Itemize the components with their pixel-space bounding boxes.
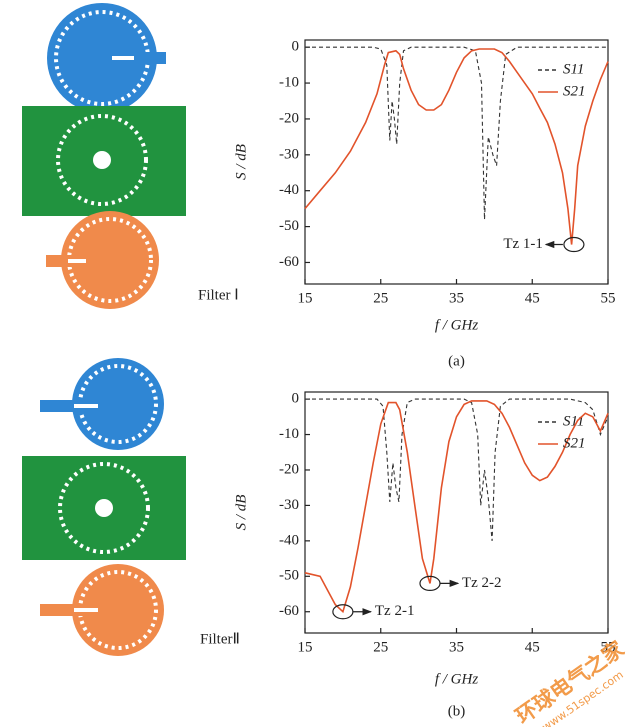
y-tick-label: -10 (279, 426, 299, 442)
annotation-text: Tz 2-2 (462, 575, 502, 591)
annotation-ring (563, 236, 585, 253)
annotation-text: Tz 1-1 (503, 236, 543, 252)
x-tick-label: 25 (373, 290, 388, 306)
y-tick-label: -50 (279, 568, 299, 584)
legend-label: S21 (563, 83, 586, 99)
diagram-label: FilterⅡ (200, 631, 240, 647)
y-tick-label: -20 (279, 110, 299, 126)
annotation-text: Tz 2-1 (375, 603, 415, 619)
legend-label: S11 (563, 61, 584, 77)
y-tick-label: -10 (279, 74, 299, 90)
x-axis-label: f / GHz (435, 671, 479, 687)
x-tick-label: 55 (601, 290, 616, 306)
filter-1-diagram (22, 3, 186, 309)
caption: (a) (448, 353, 465, 369)
x-tick-label: 15 (298, 639, 313, 655)
x-tick-label: 35 (449, 639, 464, 655)
series-line (304, 400, 609, 614)
x-tick-label: 45 (525, 639, 540, 655)
filter-2-diagram (22, 358, 186, 656)
series-line (304, 48, 609, 245)
y-tick-label: 0 (292, 391, 300, 407)
y-tick-label: -30 (279, 497, 299, 513)
x-tick-label: 35 (449, 290, 464, 306)
diagram-label: Filter Ⅰ (198, 287, 239, 303)
x-tick-label: 15 (298, 290, 313, 306)
y-tick-label: -40 (279, 182, 299, 198)
y-tick-label: -20 (279, 461, 299, 477)
x-tick-label: 25 (373, 639, 388, 655)
y-tick-label: -50 (279, 218, 299, 234)
y-tick-label: -40 (279, 532, 299, 548)
legend-label: S11 (563, 413, 584, 429)
y-tick-label: -60 (279, 603, 299, 619)
y-axis-label: S / dB (233, 144, 249, 180)
y-tick-label: -60 (279, 254, 299, 270)
y-tick-label: 0 (292, 39, 300, 55)
x-axis-label: f / GHz (435, 317, 479, 333)
y-axis-label: S / dB (233, 495, 249, 531)
series-line (305, 398, 609, 541)
legend-label: S21 (563, 435, 586, 451)
x-tick-label: 55 (601, 639, 616, 655)
caption: (b) (448, 703, 466, 719)
series-line (305, 46, 608, 220)
y-tick-label: -30 (279, 146, 299, 162)
x-tick-label: 45 (525, 290, 540, 306)
